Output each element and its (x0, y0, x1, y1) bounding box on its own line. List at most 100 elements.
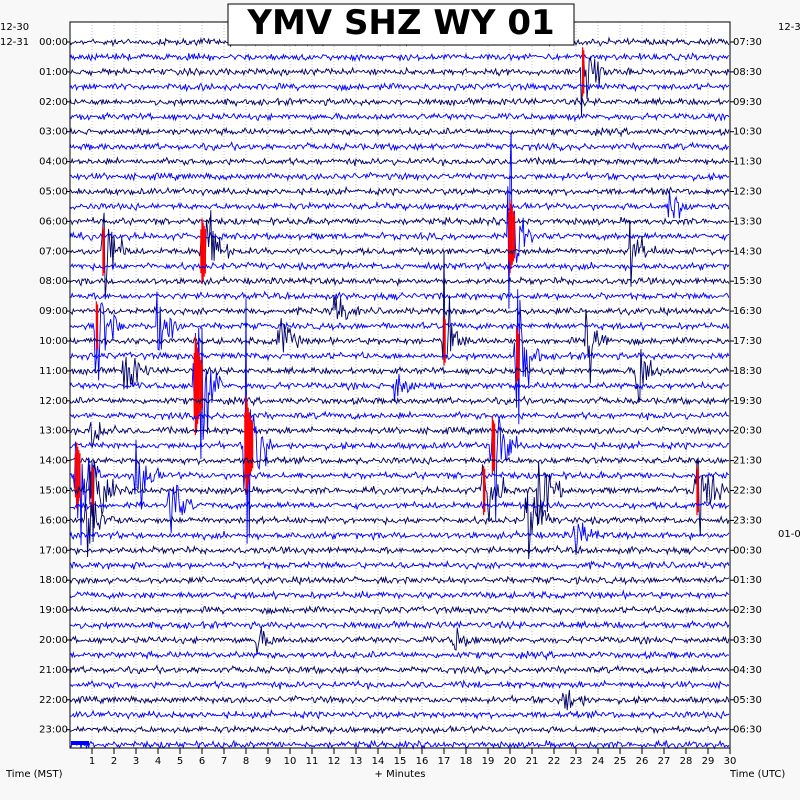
left-hour-label: 17:00 (39, 545, 68, 556)
left-hour-label: 15:00 (39, 486, 68, 497)
trace-row (69, 111, 730, 123)
trace-row (69, 170, 730, 182)
trace-row (69, 605, 730, 616)
trace-row (69, 679, 730, 690)
x-tick-label: 4 (155, 756, 161, 767)
trace-row (69, 493, 730, 560)
trace-row (69, 52, 730, 62)
trace-row (69, 156, 730, 167)
left-hour-label: 11:00 (39, 366, 68, 377)
trace-row (69, 484, 730, 534)
trace-row (69, 649, 730, 661)
x-tick-label: 7 (221, 756, 227, 767)
trace-row (69, 709, 730, 720)
trace-row (69, 294, 730, 321)
left-hour-label: 20:00 (39, 635, 68, 646)
trace-row (69, 289, 730, 425)
left-hour-label: 02:00 (39, 97, 68, 108)
trace-row (69, 664, 730, 676)
right-hour-label: 22:30 (733, 486, 762, 497)
trace-row (69, 327, 730, 460)
x-tick-label: 28 (680, 756, 693, 767)
trace-row (69, 395, 730, 407)
x-tick-label: 19 (482, 756, 495, 767)
x-tick-label: 22 (548, 756, 561, 767)
left-hour-label: 00:00 (39, 37, 68, 48)
x-tick-label: 20 (504, 756, 517, 767)
left-hour-label: 19:00 (39, 605, 68, 616)
x-tick-label: 13 (350, 756, 363, 767)
trace-row (69, 191, 730, 219)
trace-row (69, 620, 730, 631)
right-hour-label: 09:30 (733, 97, 762, 108)
trace-row (69, 251, 730, 384)
right-axis-title: Time (UTC) (729, 769, 785, 780)
left-hour-label: 14:00 (39, 456, 68, 467)
left-hour-label: 10:00 (39, 336, 68, 347)
left-date-label-day: 12-31 (0, 37, 29, 48)
right-hour-label: 21:30 (733, 456, 762, 467)
trace-row (69, 626, 730, 655)
x-tick-label: 11 (306, 756, 319, 767)
trace-row (69, 522, 730, 555)
left-hour-label: 23:00 (39, 725, 68, 736)
left-hour-label: 07:00 (39, 246, 68, 257)
right-hour-label: 18:30 (733, 366, 762, 377)
right-hour-label: 01:30 (733, 575, 762, 586)
trace-row (69, 55, 730, 117)
left-hour-label: 13:00 (39, 426, 68, 437)
x-tick-label: 27 (658, 756, 671, 767)
right-hour-label: 11:30 (733, 157, 762, 168)
x-tick-label: 8 (243, 756, 249, 767)
right-hour-label: 04:30 (733, 665, 762, 676)
trace-row (69, 724, 730, 736)
x-tick-label: 21 (526, 756, 539, 767)
trace-row (69, 216, 730, 227)
left-hour-label: 06:00 (39, 216, 68, 227)
right-hour-label: 05:30 (733, 695, 762, 706)
x-tick-label: 23 (570, 756, 583, 767)
x-tick-label: 9 (265, 756, 271, 767)
right-hour-label: 12:30 (733, 187, 762, 198)
trace-row (69, 290, 730, 302)
right-hour-label: 19:30 (733, 396, 762, 407)
trace-row (69, 455, 730, 466)
right-hour-label: 13:30 (733, 216, 762, 227)
trace-row (69, 456, 730, 542)
right-hour-label: 16:30 (733, 306, 762, 317)
trace-row (69, 421, 730, 448)
left-hour-labels: 00:00 01:00 02:00 03:00 04:00 05:00 06:00 07:00… (39, 37, 70, 736)
trace-row (69, 96, 730, 108)
trace-row (69, 126, 730, 138)
right-hour-label: 14:30 (733, 246, 762, 257)
x-tick-label: 30 (724, 756, 737, 767)
x-tick-label: 24 (592, 756, 605, 767)
trace-row (69, 589, 730, 601)
trace-row (69, 349, 730, 404)
trace-row (69, 185, 730, 197)
trace-row (69, 575, 730, 586)
x-tick-label: 25 (614, 756, 627, 767)
right-hour-label: 06:30 (733, 725, 762, 736)
trace-row (69, 291, 730, 381)
right-date-label-start: 12-30 (778, 22, 800, 33)
right-hour-label: 17:30 (733, 336, 762, 347)
right-hour-label: 20:30 (733, 426, 762, 437)
title-box (227, 3, 575, 46)
right-hour-label: 07:30 (733, 37, 762, 48)
trace-row (69, 131, 730, 309)
right-hour-label: 02:30 (733, 605, 762, 616)
left-hour-label: 12:00 (39, 396, 68, 407)
x-tick-label: 6 (199, 756, 205, 767)
trace-row (69, 544, 729, 556)
right-date-label-next-day: 01-01 (778, 529, 800, 540)
left-hour-label: 18:00 (39, 575, 68, 586)
left-hour-label: 04:00 (39, 157, 68, 168)
x-axis-title: + Minutes (375, 769, 426, 780)
trace-row (69, 210, 730, 300)
trace-row (69, 410, 730, 421)
trace-row (69, 298, 730, 544)
x-tick-label: 2 (111, 756, 117, 767)
x-tick-label: 5 (177, 756, 183, 767)
left-hour-label: 21:00 (39, 665, 68, 676)
